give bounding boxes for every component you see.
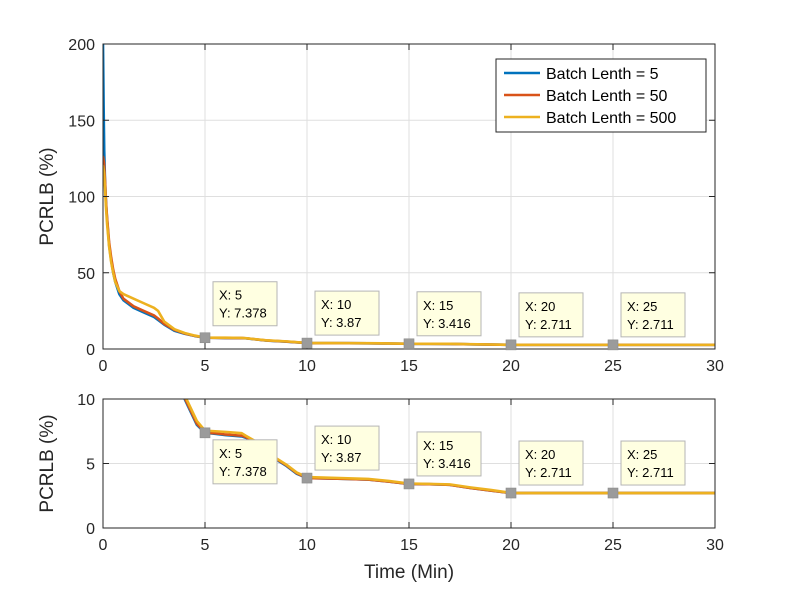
series-line-3 — [103, 164, 715, 347]
datatip-box — [518, 440, 584, 486]
datatip-y-text: Y: 3.87 — [321, 315, 361, 330]
datatip-marker — [505, 487, 517, 499]
x-tick-label: 20 — [502, 358, 520, 375]
y-tick-label: 200 — [68, 37, 95, 54]
series-line-3 — [184, 399, 715, 495]
datatip-x-text: X: 25 — [627, 447, 657, 462]
y-tick-label: 50 — [77, 266, 95, 283]
x-tick-label: 15 — [400, 537, 418, 554]
x-tick-label: 0 — [99, 537, 108, 554]
datatip-x-text: X: 5 — [219, 446, 242, 461]
datatip-box — [620, 292, 686, 338]
datatip-marker — [403, 478, 415, 490]
x-tick-label: 5 — [201, 537, 210, 554]
legend-label-1: Batch Lenth = 5 — [546, 66, 659, 83]
datatip-y-text: Y: 7.378 — [219, 464, 267, 479]
datatip-y-text: Y: 3.416 — [423, 456, 471, 471]
y-axis-label: PCRLB (%) — [37, 147, 58, 245]
datatip-x-text: X: 10 — [321, 297, 351, 312]
y-axis-label: PCRLB (%) — [37, 414, 58, 512]
datatip-box — [416, 431, 482, 477]
datatip-y-text: Y: 2.711 — [627, 317, 674, 332]
datatip-box — [212, 281, 278, 327]
datatip-x-text: X: 20 — [525, 299, 555, 314]
datatip-box — [314, 290, 380, 336]
x-tick-label: 25 — [604, 537, 622, 554]
datatip-x-text: X: 5 — [219, 288, 242, 303]
datatip-y-text: Y: 3.87 — [321, 450, 361, 465]
datatip-y-text: Y: 2.711 — [525, 465, 572, 480]
datatip-y-text: Y: 3.416 — [423, 316, 471, 331]
datatip-marker — [301, 472, 313, 484]
datatip-x-text: X: 20 — [525, 447, 555, 462]
legend-label-3: Batch Lenth = 500 — [546, 110, 676, 127]
bottom-axes: 0 5 10 15 20 25 30 0 5 10 PCRLB (%) Time (Min) X: 5 Y… — [37, 392, 724, 583]
datatip-marker — [301, 337, 313, 349]
x-tick-label: 25 — [604, 358, 622, 375]
datatip-box — [416, 291, 482, 337]
datatip-marker — [199, 332, 211, 344]
datatip-marker — [403, 338, 415, 350]
legend: Batch Lenth = 5 Batch Lenth = 50 Batch Len… — [495, 58, 707, 133]
y-tick-label: 150 — [68, 113, 95, 130]
series-group — [183, 399, 715, 495]
datatip-box — [518, 292, 584, 338]
x-tick-label: 10 — [298, 358, 316, 375]
datatip-x-text: X: 10 — [321, 432, 351, 447]
series-group — [103, 44, 715, 347]
y-tick-label: 0 — [86, 342, 95, 359]
x-tick-label: 5 — [201, 358, 210, 375]
legend-label-2: Batch Lenth = 50 — [546, 88, 668, 105]
datatip-marker — [505, 339, 517, 351]
datatip-box — [620, 440, 686, 486]
y-tick-label: 0 — [86, 521, 95, 538]
x-tick-label: 30 — [706, 358, 724, 375]
datatip-marker — [607, 487, 619, 499]
y-tick-label: 10 — [77, 392, 95, 409]
y-tick-label: 5 — [86, 457, 95, 474]
datatip-x-text: X: 15 — [423, 438, 453, 453]
datatip-x-text: X: 15 — [423, 298, 453, 313]
datatip-y-text: Y: 2.711 — [627, 465, 674, 480]
datatip-box — [314, 425, 380, 471]
x-axis-label: Time (Min) — [364, 562, 454, 583]
y-tick-label: 100 — [68, 190, 95, 207]
datatip-y-text: Y: 7.378 — [219, 306, 267, 321]
datatip-marker — [607, 339, 619, 351]
datatip-x-text: X: 25 — [627, 299, 657, 314]
x-tick-label: 30 — [706, 537, 724, 554]
datatip-y-text: Y: 2.711 — [525, 317, 572, 332]
x-tick-label: 0 — [99, 358, 108, 375]
x-tick-label: 10 — [298, 537, 316, 554]
x-tick-label: 20 — [502, 537, 520, 554]
x-tick-label: 15 — [400, 358, 418, 375]
datatip-box — [212, 439, 278, 485]
datatip-marker — [199, 427, 211, 439]
